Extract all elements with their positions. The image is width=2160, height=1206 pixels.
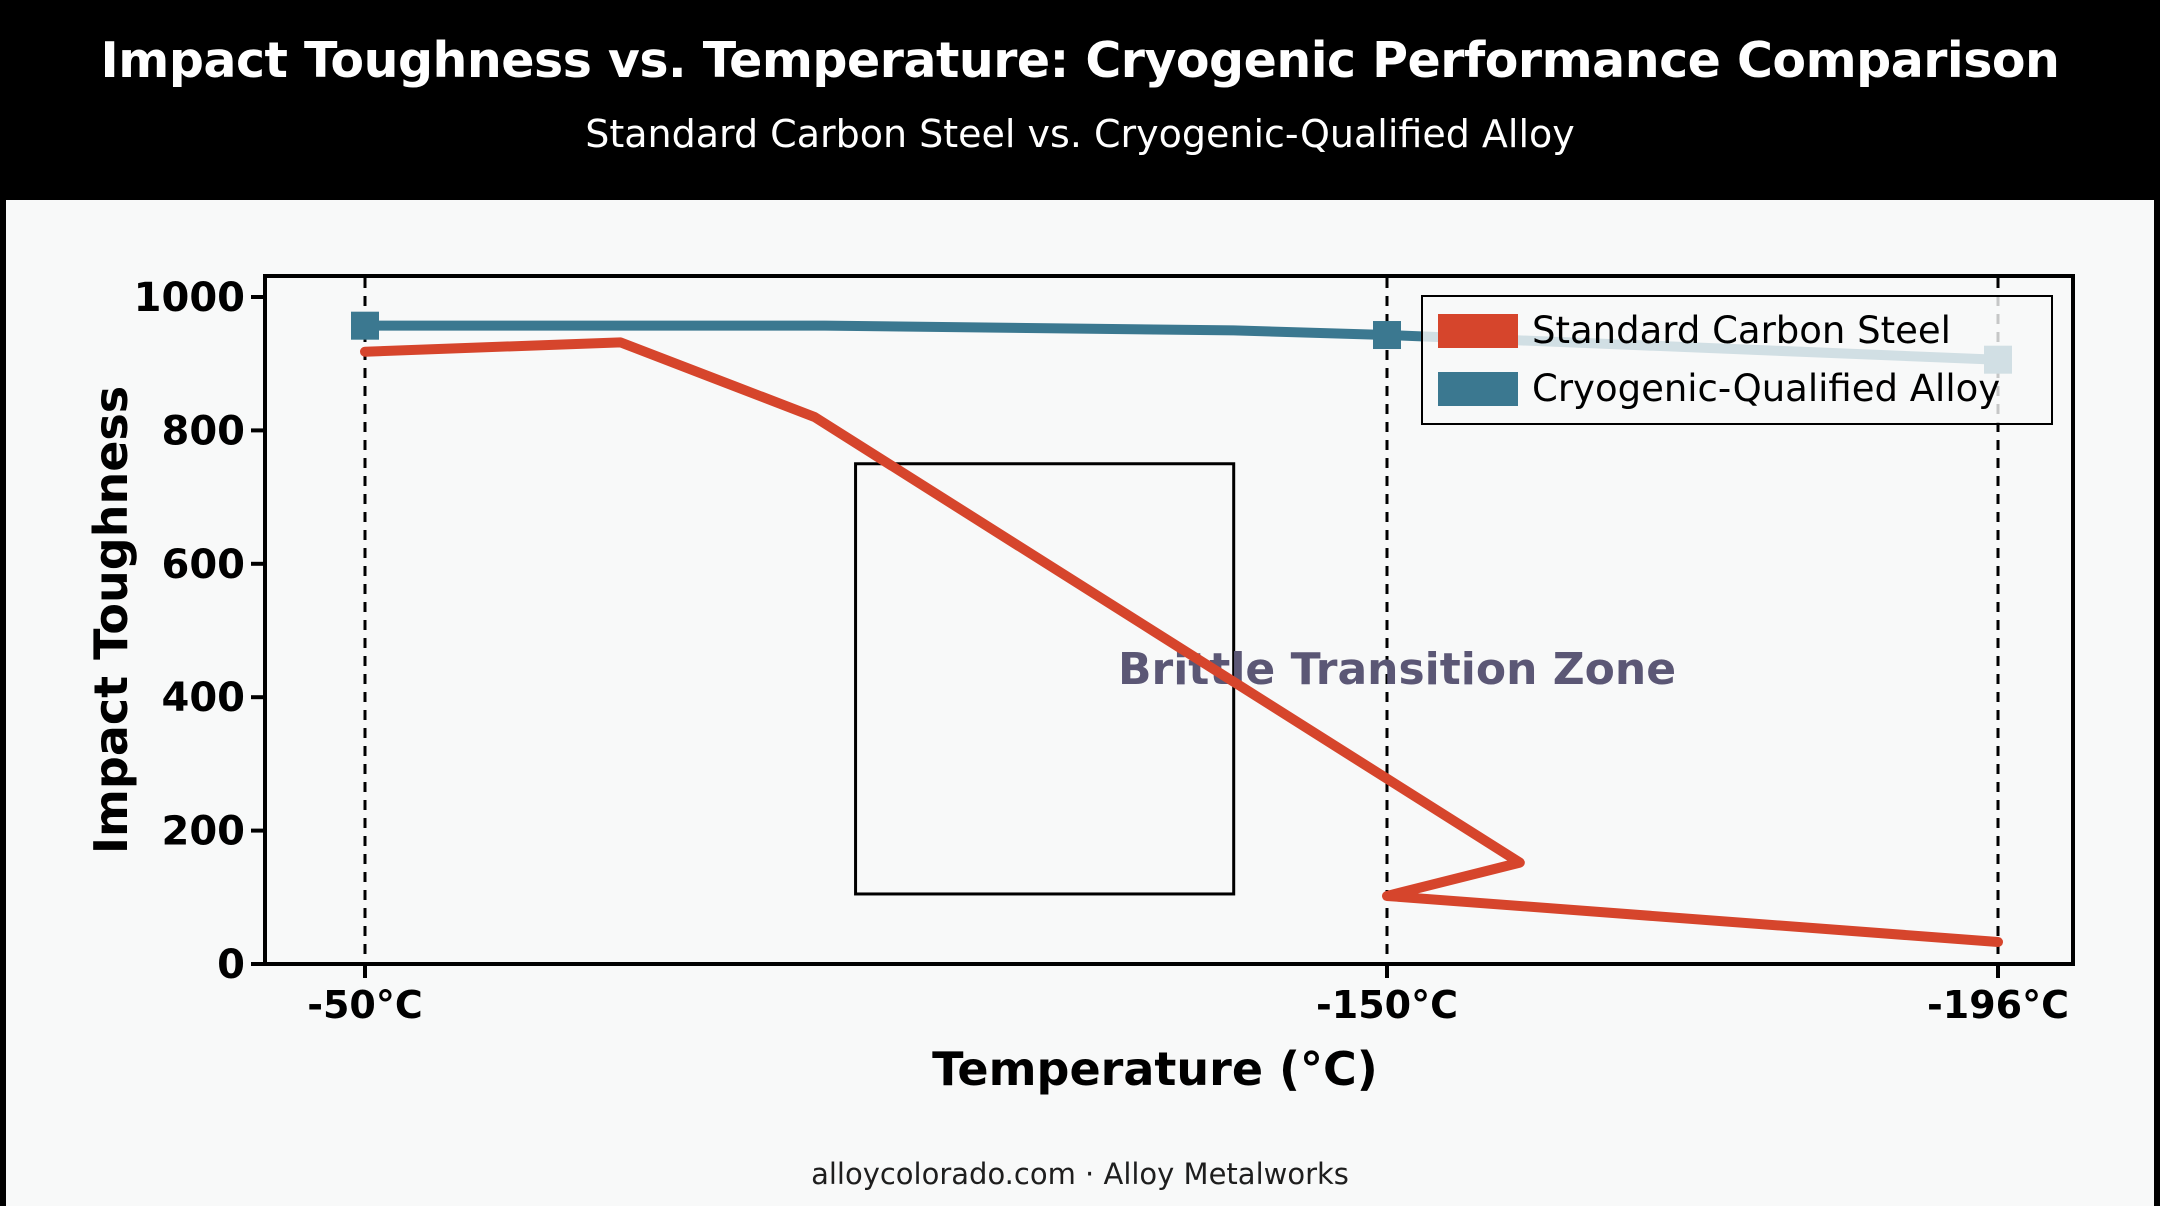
x-axis-ticks: -50°C -150°C -196°C	[307, 964, 2069, 1027]
y-tick-label: 0	[217, 942, 245, 988]
y-tick-label: 400	[162, 675, 246, 721]
y-tick-label: 200	[162, 809, 246, 855]
x-tick-label: -150°C	[1316, 983, 1458, 1027]
legend-swatch	[1438, 314, 1518, 348]
chart-subtitle: Standard Carbon Steel vs. Cryogenic-Qual…	[585, 112, 1575, 156]
chart-title: Impact Toughness vs. Temperature: Cryoge…	[100, 32, 2060, 89]
y-axis-ticks: 0 200 400 600 800 1000	[134, 275, 265, 988]
series-marker	[1373, 321, 1401, 350]
series-marker	[351, 311, 379, 340]
y-tick-label: 600	[162, 542, 246, 588]
series-line-0	[360, 337, 2003, 947]
transition-zone-label: Brittle Transition Zone	[1118, 644, 1676, 695]
x-tick-label: -196°C	[1927, 983, 2069, 1027]
legend-swatch	[1438, 372, 1518, 406]
legend-label: Standard Carbon Steel	[1532, 309, 1951, 352]
footer-credit: alloycolorado.com · Alloy Metalworks	[811, 1157, 1349, 1191]
x-tick-label: -50°C	[307, 983, 423, 1027]
y-axis-label: Impact Toughness	[84, 386, 138, 854]
legend-frame	[1421, 295, 2053, 425]
x-axis-label: Temperature (°C)	[932, 1042, 1378, 1096]
y-tick-label: 1000	[134, 275, 245, 321]
chart-header: Impact Toughness vs. Temperature: Cryoge…	[0, 0, 2160, 200]
legend: Standard Carbon Steel Cryogenic-Qualified…	[1421, 295, 2053, 425]
y-tick-label: 800	[162, 408, 246, 454]
legend-label: Cryogenic-Qualified Alloy	[1532, 367, 2000, 410]
